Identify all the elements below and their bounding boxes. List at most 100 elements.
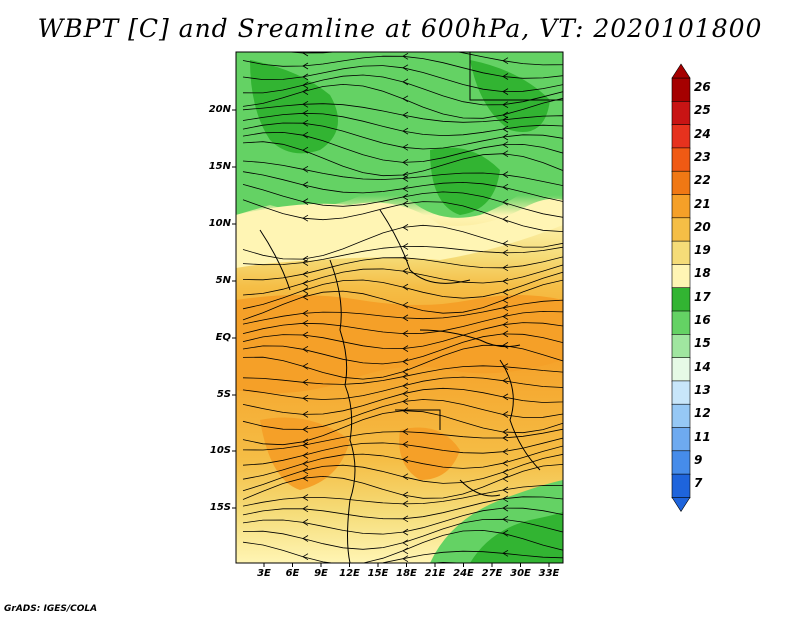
streamline-arrow [302,165,309,173]
streamline [242,333,563,365]
streamline [242,529,563,563]
streamline-arrow [402,301,409,309]
colorbar-segment [671,450,691,475]
streamline-arrow [502,549,509,557]
streamline-arrow [402,428,409,435]
streamline [242,485,563,507]
streamline-arrow [302,310,309,317]
streamline [242,55,563,79]
streamline [242,184,563,218]
streamline-arrow [502,428,509,436]
streamline [379,550,563,563]
streamline [242,496,563,520]
streamline-arrow [502,342,509,349]
colorbar-segment [671,310,691,336]
streamline-arrow [502,264,509,272]
streamline-arrow [402,398,409,405]
streamline [242,453,563,492]
streamline-arrow [303,582,308,588]
streamline-arrow [402,200,409,208]
streamline [242,387,563,415]
colorbar-label: 26 [694,80,711,94]
lon-label: 3E [257,568,271,579]
streamline-arrow [502,321,509,329]
streamline-arrow [502,101,509,109]
lat-label: 20N [208,104,231,115]
streamline [242,244,563,266]
streamline-arrow [502,495,509,503]
streamline-arrow [402,127,409,135]
streamline-arrow [302,460,309,468]
streamline [242,299,563,325]
streamline-arrow [502,249,509,257]
colorbar-segment [671,357,691,382]
streamline-arrow [402,358,409,365]
streamline-arrow [302,259,309,266]
streamline [242,224,563,260]
streamline-arrow [302,131,309,139]
streamline [242,122,563,150]
colorbar-segment [671,264,691,289]
lat-label: 15N [208,161,231,172]
colorbar-segment [671,380,691,405]
streamline-arrow [402,64,409,72]
colorbar-label: 17 [694,289,711,304]
lat-label: EQ [215,332,231,343]
streamline-arrow [502,468,509,476]
streamline-arrow [502,73,509,80]
streamline-arrow [502,330,509,338]
streamline-arrow [302,270,309,278]
streamlines [242,52,563,588]
streamline [242,376,563,400]
streamline-arrow [402,143,409,151]
colorbar-label: 14 [694,359,711,374]
streamline-arrow [502,459,509,467]
streamline-arrow [302,411,309,418]
streamline-arrow [302,62,309,70]
streamline-arrow [502,296,509,304]
streamline-arrow [402,283,409,291]
streamline-arrow [402,456,409,463]
lat-label: 5S [216,389,231,400]
streamline-arrow [302,109,309,117]
streamline-arrow [402,368,409,376]
lon-label: 27E [481,568,503,579]
streamline-arrow [502,133,509,141]
colorbar-label: 19 [694,243,711,258]
streamline-arrow [402,547,409,555]
streamline-arrow [502,215,509,223]
streamline-arrow [502,288,509,296]
colorbar-label: 12 [694,406,711,421]
colorbar-label: 11 [694,429,711,444]
streamline [242,74,563,106]
streamline-arrow [502,116,509,124]
streamline-arrow [402,330,409,337]
streamline-arrow [402,515,409,523]
streamline-arrow [502,475,509,483]
streamline-arrow [502,141,509,149]
streamline-arrow [302,293,309,301]
colorbar-label: 9 [694,452,703,467]
grads-credit: GrADS: IGES/COLA [4,604,98,614]
streamline [242,365,563,385]
streamline-arrow [502,125,509,133]
lon-label: 30E [510,568,531,579]
colorbar-label: 23 [694,149,711,164]
streamline-arrow [502,486,509,494]
lat-label: 10S [209,445,231,456]
lon-label: 21E [424,568,446,579]
streamline-arrow [302,100,309,108]
streamline-arrow [502,240,509,248]
streamline-arrow [402,500,409,508]
streamline-arrow [402,390,409,398]
lon-label: 12E [339,568,360,579]
streamline-arrow [302,280,309,287]
streamline-arrow [302,505,309,513]
streamline [242,256,563,281]
streamline [242,83,563,119]
streamline-arrow [302,119,309,127]
streamline-arrow [302,519,309,526]
field-yellow-band [236,198,563,268]
streamline-arrow [502,277,509,285]
streamline-arrow [302,88,309,95]
